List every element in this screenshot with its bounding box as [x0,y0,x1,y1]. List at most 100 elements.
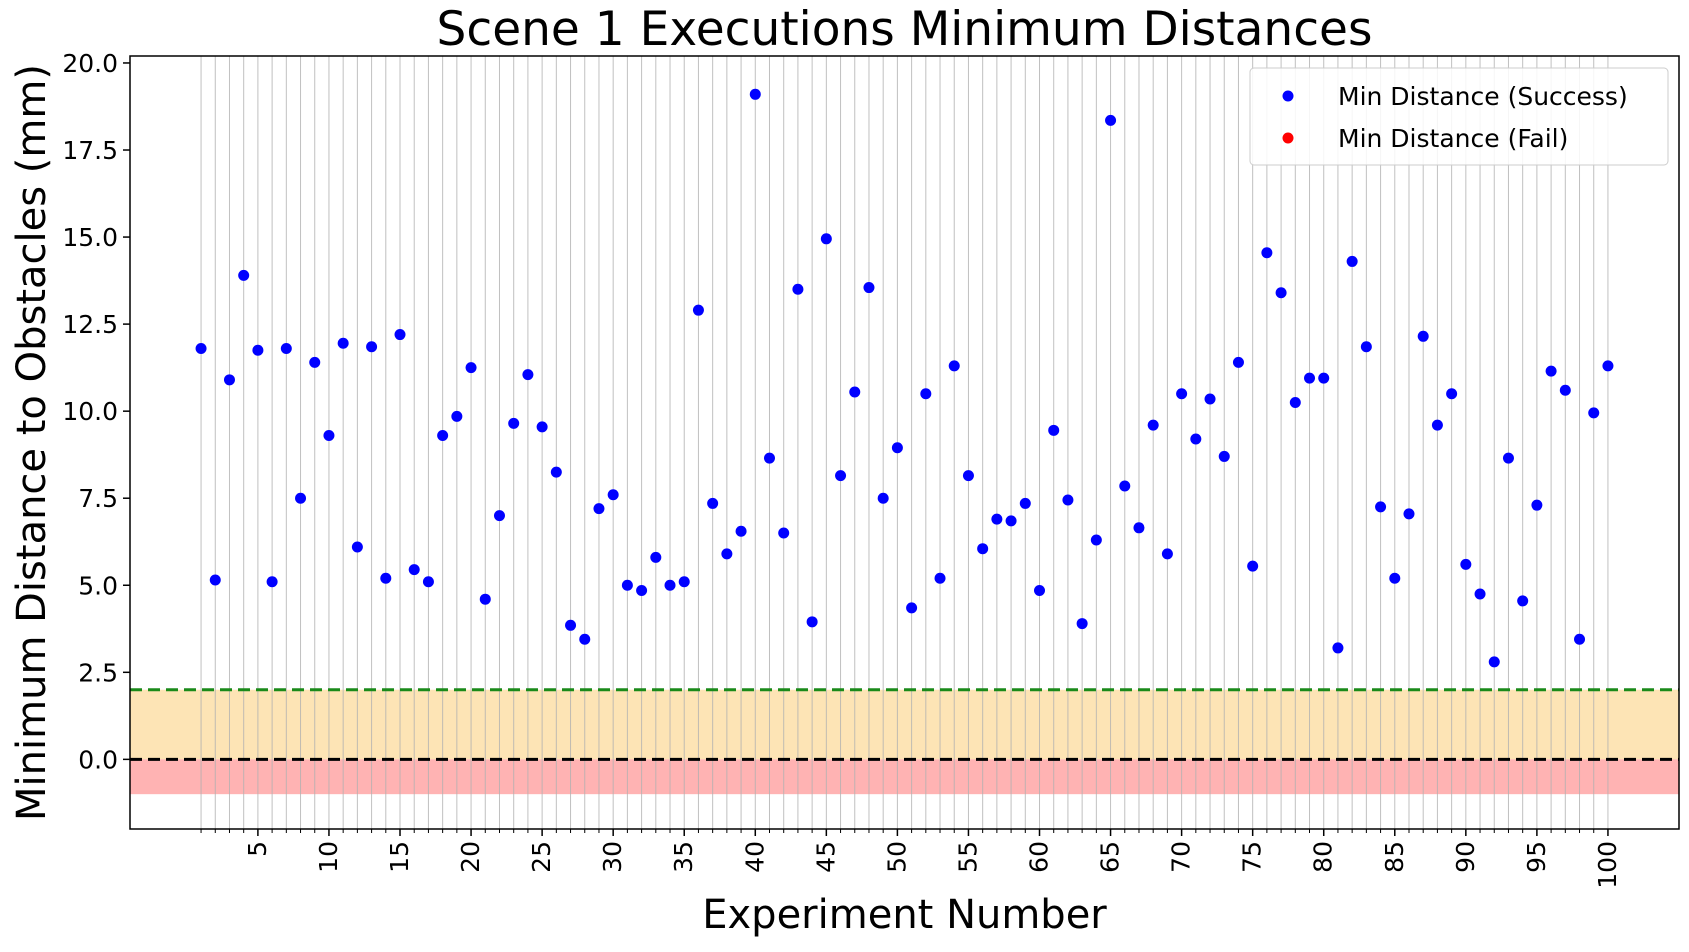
legend-marker-1 [1282,132,1294,144]
data-point-0-56 [977,543,989,555]
data-point-0-72 [1204,393,1216,405]
x-tick-label-2: 15 [385,841,414,873]
band-1 [130,759,1679,795]
data-point-0-8 [295,492,307,504]
data-point-0-87 [1417,330,1429,342]
legend-label-1: Min Distance (Fail) [1338,124,1568,153]
data-point-0-41 [763,452,775,464]
data-point-0-38 [721,548,733,560]
y-tick-label-7: 17.5 [62,136,118,165]
data-point-0-51 [906,602,918,614]
data-point-0-65 [1105,114,1117,126]
legend: Min Distance (Success) Min Distance (Fail… [1249,67,1669,166]
x-tick-label-7: 40 [740,841,769,873]
data-point-0-11 [337,337,349,349]
x-grid-lines [200,56,1609,829]
y-tick-label-0: 0.0 [78,745,118,774]
data-point-0-48 [863,282,875,294]
data-point-0-85 [1389,572,1401,584]
data-point-0-99 [1588,407,1600,419]
legend-label-0: Min Distance (Success) [1338,82,1628,111]
y-tick-label-3: 7.5 [78,484,118,513]
data-point-0-13 [366,341,378,353]
data-point-0-86 [1403,508,1415,520]
y-tick-label-6: 15.0 [62,223,118,252]
y-axis-label: Minimum Distance to Obstacles (mm) [9,64,55,821]
data-point-0-49 [877,492,889,504]
data-point-0-95 [1531,499,1543,511]
data-point-0-3 [223,374,235,386]
y-tick-label-4: 10.0 [62,397,118,426]
data-point-0-80 [1318,372,1330,384]
x-axis-label: Experiment Number [702,892,1107,938]
data-point-0-36 [692,304,704,316]
data-point-0-81 [1332,642,1344,654]
x-tick-label-5: 30 [598,841,627,873]
data-point-0-73 [1218,450,1230,462]
x-tick-label-18: 95 [1522,841,1551,873]
data-point-0-19 [451,410,463,422]
data-point-0-46 [835,470,847,482]
data-point-0-4 [238,269,250,281]
data-point-0-91 [1474,588,1486,600]
x-tick-label-11: 60 [1025,841,1054,873]
data-point-0-75 [1247,560,1259,572]
x-tick-label-14: 75 [1238,841,1267,873]
data-point-0-67 [1133,522,1145,534]
x-tick-label-12: 65 [1096,841,1125,873]
x-tick-label-8: 45 [811,841,840,873]
data-point-0-43 [792,283,804,295]
data-point-0-14 [380,572,392,584]
data-point-0-77 [1275,287,1287,299]
x-tick-label-17: 90 [1451,841,1480,873]
data-points [195,88,1614,668]
data-point-0-59 [1019,497,1031,509]
x-axis: 5 10 15 20 25 30 35 40 45 50 55 60 65 70 75 80 85 90 95 100 [200,829,1622,889]
data-point-0-42 [778,527,790,539]
data-point-0-71 [1190,433,1202,445]
data-point-0-40 [749,88,761,100]
data-point-0-37 [707,497,719,509]
data-point-0-9 [309,356,321,368]
x-tick-label-15: 80 [1309,841,1338,873]
data-point-0-30 [607,489,619,501]
x-tick-label-9: 50 [882,841,911,873]
data-point-0-35 [678,576,690,588]
data-point-0-70 [1176,388,1188,400]
data-point-0-88 [1431,419,1443,431]
data-point-0-7 [280,342,292,354]
reference-lines [130,688,1679,761]
data-point-0-52 [920,388,932,400]
data-point-0-12 [351,541,363,553]
x-tick-label-3: 20 [456,841,485,873]
data-point-0-98 [1574,633,1586,645]
data-point-0-18 [437,430,449,442]
data-point-0-61 [1048,424,1060,436]
data-point-0-54 [948,360,960,372]
data-point-0-39 [735,525,747,537]
data-point-0-69 [1161,548,1173,560]
data-point-0-2 [209,574,221,586]
data-point-0-21 [479,593,491,605]
data-point-0-47 [849,386,861,398]
x-tick-label-4: 25 [527,841,556,873]
data-point-0-26 [550,466,562,478]
threshold-bands [130,689,1679,795]
x-tick-label-13: 70 [1167,841,1196,873]
data-point-0-74 [1232,356,1244,368]
data-point-0-1 [195,342,207,354]
data-point-0-23 [508,417,520,429]
data-point-0-93 [1502,452,1514,464]
data-point-0-63 [1076,618,1088,630]
legend-box [1249,67,1669,166]
data-point-0-17 [422,576,434,588]
data-point-0-53 [934,572,946,584]
chart-title: Scene 1 Executions Minimum Distances [437,2,1373,57]
data-point-0-10 [323,430,335,442]
data-point-0-97 [1559,384,1571,396]
data-point-0-29 [593,503,605,515]
x-tick-label-0: 5 [243,841,272,857]
data-point-0-31 [621,579,633,591]
data-point-0-64 [1090,534,1102,546]
